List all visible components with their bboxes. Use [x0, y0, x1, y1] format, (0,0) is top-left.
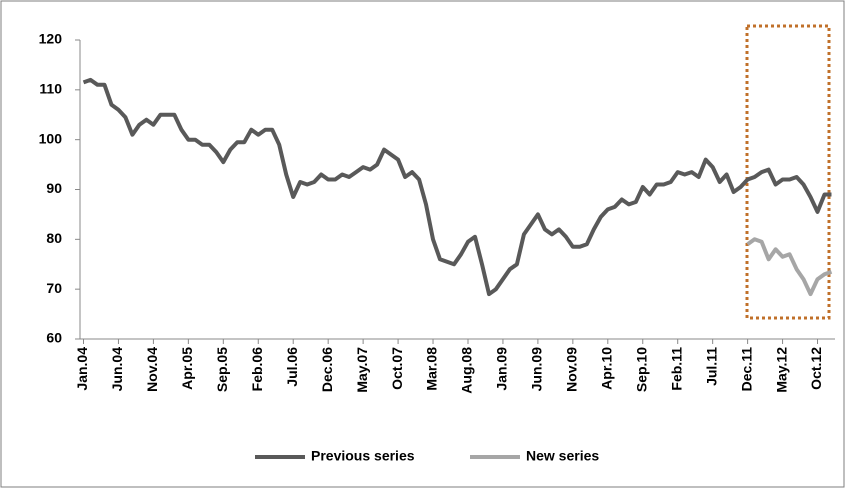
x-tick-label: Jul.11: [703, 347, 719, 386]
x-tick-label: Nov.09: [564, 347, 580, 392]
y-tick-label: 120: [39, 31, 63, 47]
x-tick-label: Jan.04: [74, 347, 90, 391]
y-tick-label: 60: [46, 330, 62, 346]
x-tick-label: Dec.11: [738, 347, 754, 392]
y-tick-label: 90: [46, 180, 62, 196]
x-tick-label: May.12: [773, 347, 789, 393]
x-tick-label: Nov.04: [144, 347, 160, 392]
x-tick-label: Sep.05: [214, 347, 230, 392]
x-tick-label: Dec.06: [319, 347, 335, 392]
x-tick-label: Feb.06: [249, 347, 265, 392]
x-tick-label: Sep.10: [633, 347, 649, 392]
x-tick-label: Apr.05: [179, 347, 195, 390]
x-tick-label: Mar.08: [424, 347, 440, 391]
y-tick-label: 70: [46, 280, 62, 296]
x-tick-label: Jul.06: [284, 347, 300, 387]
x-tick-label: Jan.09: [494, 347, 510, 391]
x-tick-label: May.07: [354, 347, 370, 393]
series-line: [746, 237, 833, 297]
x-tick-label: Aug.08: [459, 347, 475, 394]
series-line: [82, 77, 832, 297]
x-tick-label: Oct.12: [808, 347, 824, 390]
y-tick-label: 110: [39, 81, 62, 97]
highlight-box: [745, 24, 831, 320]
y-tick-label: 100: [39, 130, 63, 146]
x-tick-label: Apr.10: [599, 347, 615, 390]
x-tick-label: Feb.11: [668, 347, 684, 391]
legend-label: Previous series: [311, 448, 415, 464]
x-tick-label: Jun.09: [529, 347, 545, 392]
legend-label: New series: [526, 448, 599, 464]
x-tick-label: Jun.04: [109, 347, 125, 392]
x-tick-label: Oct.07: [389, 347, 405, 390]
y-tick-label: 80: [46, 230, 62, 246]
